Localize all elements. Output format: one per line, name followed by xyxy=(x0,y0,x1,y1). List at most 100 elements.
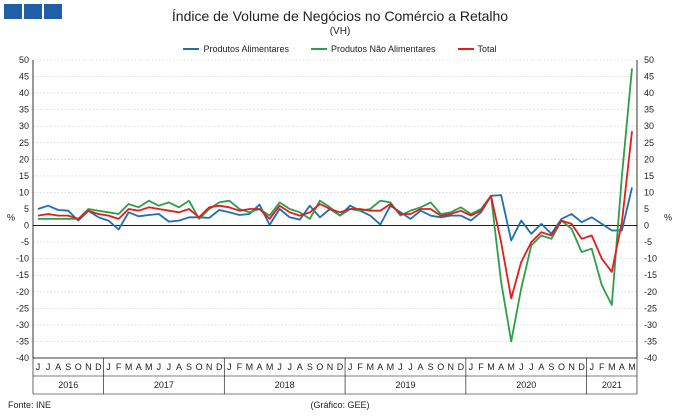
x-tick-label-month: M xyxy=(125,362,133,372)
y-tick-label-left: -40 xyxy=(16,353,29,363)
legend-swatch-alimentares xyxy=(183,48,200,50)
x-tick-label-month: M xyxy=(387,362,395,372)
y-tick-label-left: 20 xyxy=(19,154,29,164)
x-tick-label-month: M xyxy=(266,362,274,372)
x-tick-label-month: A xyxy=(498,362,504,372)
legend-swatch-nao-alimentares xyxy=(310,48,327,50)
x-tick-label-month: S xyxy=(548,362,554,372)
x-tick-label-month: N xyxy=(206,362,213,372)
x-tick-label-month: N xyxy=(448,362,455,372)
x-tick-label-month: J xyxy=(519,362,524,372)
x-tick-label-month: J xyxy=(348,362,353,372)
x-tick-label-month: D xyxy=(95,362,102,372)
x-tick-label-month: O xyxy=(196,362,203,372)
y-tick-label-left: 30 xyxy=(19,121,29,131)
legend-swatch-total xyxy=(457,48,474,50)
y-tick-label-right: 30 xyxy=(644,121,654,131)
x-tick-label-month: J xyxy=(46,362,51,372)
y-tick-label-right: 45 xyxy=(644,72,654,82)
x-tick-label-month: A xyxy=(297,362,303,372)
y-tick-label-left: 40 xyxy=(19,88,29,98)
x-tick-label-month: O xyxy=(558,362,565,372)
x-tick-label-month: J xyxy=(157,362,162,372)
y-tick-label-right: -35 xyxy=(644,336,657,346)
series-line-total xyxy=(37,131,633,300)
y-tick-label-right: -40 xyxy=(644,353,657,363)
y-tick-label-right: -25 xyxy=(644,303,657,313)
x-tick-label-month: D xyxy=(216,362,223,372)
x-tick-label-month: D xyxy=(337,362,344,372)
x-tick-label-month: J xyxy=(167,362,172,372)
legend-item-total: Total xyxy=(457,44,497,54)
x-tick-label-year: 2020 xyxy=(516,380,536,390)
y-tick-label-left: 0 xyxy=(24,221,29,231)
x-tick-label-month: J xyxy=(529,362,534,372)
logo-block xyxy=(44,4,62,19)
x-tick-label-month: A xyxy=(136,362,142,372)
chart-title: Índice de Volume de Negócios no Comércio… xyxy=(171,8,509,24)
x-tick-label-month: J xyxy=(398,362,403,372)
x-tick-label-month: A xyxy=(538,362,544,372)
x-tick-label-month: S xyxy=(307,362,313,372)
x-tick-label-month: A xyxy=(256,362,262,372)
y-tick-label-right: 40 xyxy=(644,88,654,98)
x-tick-label-year: 2017 xyxy=(154,380,174,390)
y-tick-label-left: 35 xyxy=(19,105,29,115)
y-tick-label-left: -5 xyxy=(21,237,29,247)
x-tick-label-month: J xyxy=(277,362,282,372)
x-tick-label-month: S xyxy=(428,362,434,372)
y-tick-label-right: 5 xyxy=(644,204,649,214)
x-tick-label-month: M xyxy=(366,362,374,372)
x-tick-label-month: F xyxy=(478,362,484,372)
y-axis-unit-left: % xyxy=(7,212,15,222)
y-tick-label-left: 15 xyxy=(19,171,29,181)
y-tick-label-right: -30 xyxy=(644,320,657,330)
y-tick-label-right: -15 xyxy=(644,270,657,280)
x-tick-label-month: S xyxy=(186,362,192,372)
x-tick-label-month: N xyxy=(85,362,92,372)
x-tick-label-month: M xyxy=(628,362,636,372)
x-tick-label-month: M xyxy=(145,362,153,372)
y-tick-label-left: -10 xyxy=(16,254,29,264)
x-tick-label-year: 2016 xyxy=(58,380,78,390)
x-tick-label-month: J xyxy=(227,362,232,372)
x-tick-label-month: N xyxy=(327,362,334,372)
x-tick-label-month: M xyxy=(487,362,495,372)
y-tick-label-left: 10 xyxy=(19,187,29,197)
y-tick-label-left: -35 xyxy=(16,336,29,346)
y-tick-label-right: -20 xyxy=(644,287,657,297)
x-tick-label-month: A xyxy=(377,362,383,372)
y-tick-label-right: 15 xyxy=(644,171,654,181)
chart-subtitle: (VH) xyxy=(329,26,351,37)
y-tick-label-left: -25 xyxy=(16,303,29,313)
series-line-nao-alimentares xyxy=(38,68,633,343)
x-tick-label-month: S xyxy=(65,362,71,372)
legend-label-nao-alimentares: Produtos Não Alimentares xyxy=(330,44,436,54)
x-tick-label-month: A xyxy=(55,362,61,372)
x-tick-label-year: 2021 xyxy=(602,380,622,390)
y-tick-label-right: 35 xyxy=(644,105,654,115)
x-tick-label-month: A xyxy=(418,362,424,372)
y-tick-label-left: 45 xyxy=(19,72,29,82)
y-tick-label-left: 25 xyxy=(19,138,29,148)
x-tick-label-month: F xyxy=(357,362,363,372)
y-tick-label-left: -15 xyxy=(16,270,29,280)
y-tick-label-left: 50 xyxy=(19,55,29,65)
x-tick-label-month: A xyxy=(619,362,625,372)
x-tick-label-month: M xyxy=(507,362,515,372)
y-tick-label-left: -30 xyxy=(16,320,29,330)
x-tick-label-month: F xyxy=(599,362,605,372)
x-tick-label-month: J xyxy=(36,362,41,372)
y-axis-unit-right: % xyxy=(664,212,672,222)
x-tick-label-month: N xyxy=(568,362,575,372)
y-tick-label-right: 20 xyxy=(644,154,654,164)
y-tick-label-right: 50 xyxy=(644,55,654,65)
y-tick-label-left: 5 xyxy=(24,204,29,214)
x-tick-label-month: O xyxy=(316,362,323,372)
legend-item-alimentares: Produtos Alimentares xyxy=(183,44,289,54)
x-tick-label-month: O xyxy=(437,362,444,372)
x-tick-label-year: 2019 xyxy=(395,380,415,390)
x-tick-label-month: J xyxy=(106,362,111,372)
y-tick-label-right: 0 xyxy=(644,221,649,231)
